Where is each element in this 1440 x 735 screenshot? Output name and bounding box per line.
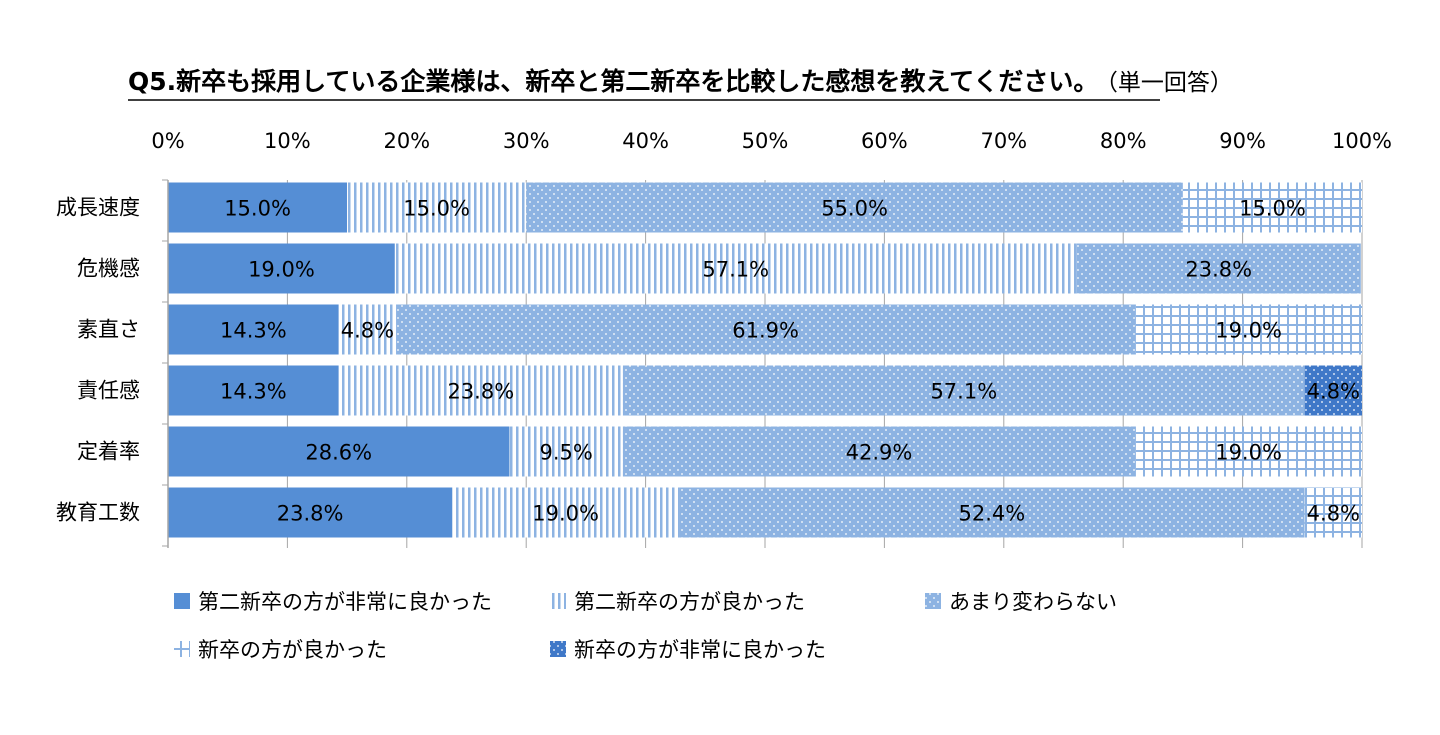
data-label: 23.8% xyxy=(277,502,344,526)
x-tick-label: 20% xyxy=(383,129,430,153)
data-label: 23.8% xyxy=(447,380,514,404)
bar-segment xyxy=(509,426,623,477)
bar-segment xyxy=(396,304,1136,355)
category-label: 定着率 xyxy=(77,440,140,464)
x-tick-label: 40% xyxy=(622,129,669,153)
x-tick-label: 60% xyxy=(861,129,908,153)
legend-swatch xyxy=(550,641,566,657)
bar-segment xyxy=(168,304,339,355)
x-tick-label: 80% xyxy=(1100,129,1147,153)
category-label: 危機感 xyxy=(77,257,140,281)
data-label: 55.0% xyxy=(821,197,888,221)
legend-label: 第二新卒の方が非常に良かった xyxy=(198,590,492,614)
bar-segment xyxy=(1076,243,1361,294)
data-label: 28.6% xyxy=(305,441,372,465)
x-tick-label: 10% xyxy=(264,129,311,153)
data-label: 15.0% xyxy=(1239,197,1306,221)
data-label: 19.0% xyxy=(532,502,599,526)
data-label: 14.3% xyxy=(220,319,287,343)
bar-segment xyxy=(1182,182,1362,233)
data-labels: 15.0% 15.0% 55.0% 15.0% 19.0% 57.1% 23.8% 14.3%… xyxy=(220,197,1360,526)
data-label: 42.9% xyxy=(846,441,913,465)
chart-title-main: Q5.新卒も採用している企業様は、新卒と第二新卒を比較した感想を教えてください。 xyxy=(128,67,1098,96)
legend-swatch xyxy=(174,641,190,657)
legend-swatch xyxy=(925,593,941,609)
data-label: 4.8% xyxy=(1307,502,1360,526)
data-label: 4.8% xyxy=(1307,380,1360,404)
bar-segment xyxy=(1135,426,1362,477)
data-label: 19.0% xyxy=(248,258,315,282)
bar-segment xyxy=(168,182,348,233)
data-label: 57.1% xyxy=(702,258,769,282)
x-axis-ticks: 0% 10% 20% 30% 40% 50% 60% 70% 80% 90% 100% xyxy=(151,129,1392,153)
data-label: 52.4% xyxy=(959,502,1026,526)
data-label: 57.1% xyxy=(930,380,997,404)
legend-swatch xyxy=(174,593,190,609)
data-label: 19.0% xyxy=(1215,441,1282,465)
bar-segment xyxy=(1304,487,1362,538)
bars xyxy=(168,182,1362,538)
chart-subtitle: （単一回答） xyxy=(1106,70,1233,96)
bar-segment xyxy=(679,487,1305,538)
x-tick-label: 50% xyxy=(742,129,789,153)
x-tick-label: 100% xyxy=(1332,129,1392,153)
legend-label: あまり変わらない xyxy=(949,590,1117,614)
x-tick-label: 0% xyxy=(151,129,184,153)
bar-segment xyxy=(526,182,1183,233)
category-label: 責任感 xyxy=(77,379,140,403)
bar-segment xyxy=(347,182,527,233)
category-label: 教育工数 xyxy=(56,501,140,525)
bar-segment xyxy=(168,243,395,294)
data-label: 19.0% xyxy=(1215,319,1282,343)
bar-segment xyxy=(622,426,1136,477)
x-tick-label: 90% xyxy=(1219,129,1266,153)
bar-segment xyxy=(168,365,339,416)
legend-swatch xyxy=(550,593,566,609)
bar-segment xyxy=(338,365,623,416)
axes xyxy=(162,179,169,548)
category-label: 素直さ xyxy=(77,318,140,342)
bar-segment xyxy=(394,243,1077,294)
x-tick-label: 70% xyxy=(980,129,1027,153)
legend-label: 第二新卒の方が良かった xyxy=(574,590,805,614)
data-label: 23.8% xyxy=(1185,258,1252,282)
x-tick-label: 30% xyxy=(503,129,550,153)
data-label: 4.8% xyxy=(341,319,394,343)
bar-segment xyxy=(1304,365,1362,416)
data-label: 15.0% xyxy=(403,197,470,221)
bar-segment xyxy=(168,426,510,477)
bar-segment xyxy=(168,487,453,538)
chart-title: Q5.新卒も採用している企業様は、新卒と第二新卒を比較した感想を教えてください。… xyxy=(128,67,1233,96)
category-label: 成長速度 xyxy=(56,196,140,220)
data-label: 15.0% xyxy=(224,197,291,221)
bar-segment xyxy=(1135,304,1362,355)
data-label: 61.9% xyxy=(732,319,799,343)
legend-label: 新卒の方が良かった xyxy=(198,638,387,662)
legend: 第二新卒の方が非常に良かった 第二新卒の方が良かった あまり変わらない新卒の方が良か… xyxy=(174,590,1117,662)
data-label: 9.5% xyxy=(540,441,593,465)
bar-segment xyxy=(338,304,397,355)
bar-segment xyxy=(622,365,1305,416)
bar-segment xyxy=(452,487,680,538)
data-label: 14.3% xyxy=(220,380,287,404)
legend-label: 新卒の方が非常に良かった xyxy=(574,638,826,662)
